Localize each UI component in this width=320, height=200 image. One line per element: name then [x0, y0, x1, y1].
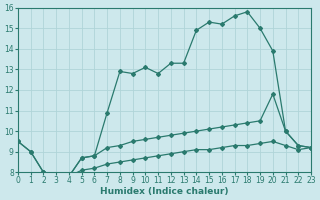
X-axis label: Humidex (Indice chaleur): Humidex (Indice chaleur) [100, 187, 229, 196]
